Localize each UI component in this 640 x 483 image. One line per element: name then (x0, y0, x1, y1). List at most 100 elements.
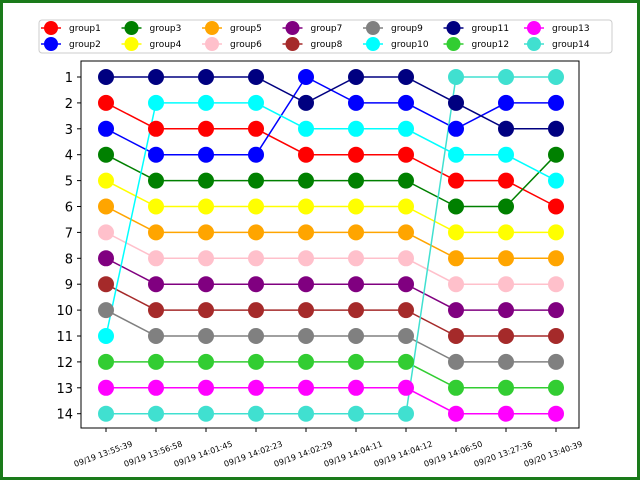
data-point-group3 (198, 172, 214, 189)
y-tick-label: 8 (65, 252, 73, 267)
data-point-group12 (398, 353, 414, 370)
y-tick-label: 12 (56, 356, 73, 371)
legend-marker-group13 (527, 21, 541, 35)
data-point-group3 (448, 198, 464, 215)
y-tick-label: 7 (65, 226, 73, 241)
y-tick-label: 9 (65, 278, 73, 293)
data-point-group1 (148, 120, 164, 137)
data-point-group2 (448, 120, 464, 137)
legend-label-group3: group3 (150, 24, 182, 34)
data-point-group9 (498, 353, 514, 370)
data-point-group2 (248, 146, 264, 163)
data-point-group11 (248, 69, 264, 85)
legend-marker-group2 (44, 37, 58, 51)
data-point-group4 (98, 172, 114, 189)
legend-label-group6: group6 (230, 40, 262, 50)
data-point-group9 (98, 302, 114, 319)
series-line-group11 (106, 76, 556, 130)
legend-marker-group5 (205, 21, 219, 35)
legend-label-group14: group14 (552, 40, 590, 50)
data-point-group10 (248, 94, 264, 111)
data-point-group11 (348, 69, 364, 85)
data-point-group8 (548, 328, 564, 344)
data-point-group6 (448, 276, 464, 293)
data-point-group2 (298, 69, 314, 85)
data-point-group7 (548, 302, 564, 319)
data-point-group14 (498, 69, 514, 85)
data-point-group13 (448, 405, 464, 422)
legend-marker-group1 (44, 21, 58, 35)
data-point-group7 (198, 276, 214, 293)
data-point-group5 (248, 224, 264, 241)
data-point-group3 (498, 198, 514, 215)
data-point-group7 (448, 302, 464, 319)
legend-box (38, 19, 613, 54)
series-line-group14 (106, 76, 556, 415)
data-point-group1 (198, 120, 214, 137)
legend-label-group9: group9 (391, 24, 423, 34)
data-point-group6 (398, 250, 414, 267)
data-point-group10 (498, 146, 514, 163)
data-point-group9 (148, 328, 164, 344)
data-point-group6 (348, 250, 364, 267)
series-line-group4 (105, 179, 556, 234)
legend-label-group2: group2 (69, 40, 101, 50)
data-point-group14 (448, 69, 464, 85)
series-line-group2 (105, 76, 556, 156)
data-point-group14 (198, 405, 214, 422)
y-tick-label: 6 (65, 201, 73, 216)
data-point-group7 (98, 250, 114, 267)
data-point-group8 (98, 276, 114, 293)
legend-marker-group8 (285, 37, 300, 51)
data-point-group8 (448, 328, 464, 344)
data-point-group4 (248, 198, 264, 215)
data-point-group4 (348, 198, 364, 215)
data-point-group3 (298, 172, 314, 189)
series-line-group5 (105, 205, 556, 260)
data-point-group1 (448, 172, 464, 189)
series-line-group1 (105, 102, 557, 208)
data-point-group4 (198, 198, 214, 215)
legend-label-group11: group11 (472, 24, 510, 34)
data-point-group13 (248, 379, 264, 396)
data-point-group7 (298, 276, 314, 293)
data-point-group11 (148, 69, 164, 85)
data-point-group3 (398, 172, 414, 189)
data-point-group1 (548, 198, 564, 215)
data-point-group14 (148, 405, 164, 422)
data-point-group7 (248, 276, 264, 293)
data-point-group10 (298, 120, 314, 137)
data-point-group8 (348, 302, 364, 319)
data-point-group2 (148, 146, 164, 163)
data-point-group7 (348, 276, 364, 293)
data-point-group14 (248, 405, 264, 422)
data-point-group14 (98, 405, 114, 422)
data-point-group4 (398, 198, 414, 215)
data-point-group1 (348, 146, 364, 163)
data-point-group11 (448, 94, 464, 111)
data-point-group6 (248, 250, 264, 267)
data-point-group10 (98, 328, 114, 344)
data-point-group6 (298, 250, 314, 267)
data-point-group13 (548, 405, 564, 422)
legend-marker-group10 (366, 37, 380, 51)
data-point-group13 (348, 379, 364, 396)
series-line-group7 (105, 257, 556, 311)
legend-marker-group9 (366, 21, 380, 35)
legend-label-group13: group13 (552, 24, 590, 34)
legend: group1 group2 group3 group4 group5 group6 grou… (38, 19, 613, 54)
data-point-group1 (498, 172, 514, 189)
data-point-group2 (548, 94, 564, 111)
data-point-group5 (448, 250, 464, 267)
data-point-group2 (398, 94, 414, 111)
legend-marker-group3 (124, 21, 139, 35)
data-point-group11 (98, 69, 114, 85)
data-point-group5 (198, 224, 214, 241)
data-point-group14 (298, 405, 314, 422)
legend-label-group12: group12 (472, 40, 510, 50)
series-line-group13 (106, 387, 556, 415)
data-point-group9 (398, 328, 414, 344)
legend-label-group10: group10 (391, 40, 429, 50)
